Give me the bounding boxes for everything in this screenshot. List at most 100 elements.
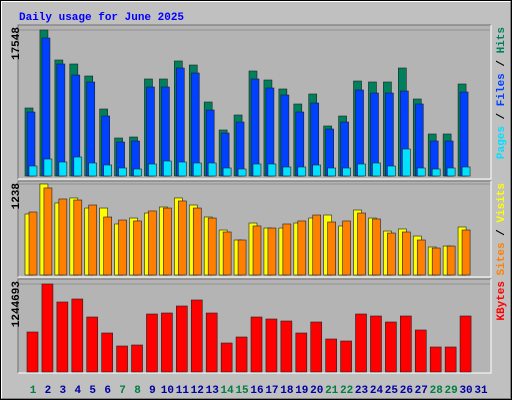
legend: Pages / Files / Hits	[496, 27, 508, 159]
x-tick-label: 9	[149, 385, 156, 397]
bar	[414, 329, 427, 373]
bar	[71, 298, 84, 373]
x-tick-label: 6	[104, 385, 111, 397]
bar	[402, 148, 411, 177]
bar	[387, 232, 396, 276]
x-tick-label: 26	[400, 385, 413, 397]
bar	[267, 163, 277, 177]
legend: Sites / Visits	[496, 183, 508, 275]
bar	[385, 321, 397, 373]
panel-bevel	[18, 25, 492, 180]
panel-bevel	[17, 278, 491, 373]
bar	[163, 207, 172, 276]
bar	[178, 200, 187, 276]
bar	[459, 91, 469, 177]
bar	[28, 211, 38, 276]
x-tick-label: 23	[355, 385, 369, 397]
bar	[41, 283, 54, 373]
x-tick-label: 19	[295, 385, 308, 397]
bar	[176, 305, 188, 373]
bar	[312, 164, 322, 177]
bar	[207, 162, 217, 177]
bar	[459, 315, 472, 373]
bar	[220, 342, 233, 373]
bar	[267, 227, 277, 276]
bar	[116, 345, 128, 373]
bar	[192, 162, 202, 177]
x-tick-label: 28	[430, 385, 444, 397]
chart-title: Daily usage for June 2025	[19, 12, 184, 24]
bar	[327, 221, 336, 276]
bar	[402, 231, 411, 276]
bar	[280, 94, 290, 177]
bar	[58, 198, 68, 276]
bar	[265, 318, 278, 373]
bar	[43, 187, 53, 276]
bar	[431, 168, 441, 177]
bar	[342, 167, 351, 177]
bar	[446, 167, 456, 177]
bar	[148, 210, 157, 276]
bar	[355, 89, 364, 177]
bar	[118, 219, 127, 276]
bar	[372, 218, 381, 276]
x-tick-label: 18	[280, 385, 294, 397]
bar	[416, 239, 426, 276]
bar	[310, 321, 323, 373]
bar	[370, 315, 382, 373]
legend-entry: Visits	[496, 183, 508, 223]
bar	[252, 225, 262, 276]
bar	[280, 320, 293, 373]
bar	[342, 220, 351, 276]
bar	[327, 167, 336, 177]
panel-bevel	[17, 180, 491, 277]
bar	[297, 220, 307, 276]
bar	[340, 340, 352, 373]
x-tick-label: 2	[45, 385, 52, 397]
legend-entry: Sites	[496, 242, 508, 275]
bar	[282, 166, 292, 177]
bar	[192, 207, 202, 276]
bar	[41, 37, 51, 177]
bar	[161, 312, 173, 373]
x-tick-label: 13	[206, 385, 220, 397]
panel-bevel	[18, 181, 492, 278]
bar	[295, 111, 305, 177]
bar	[282, 223, 292, 276]
bar	[250, 78, 260, 177]
bar	[446, 245, 456, 276]
bar	[103, 164, 112, 177]
x-tick-label: 20	[310, 385, 323, 397]
legend: KBytes	[496, 281, 508, 321]
bar	[190, 299, 203, 373]
bar	[235, 336, 248, 373]
x-tick-label: 21	[325, 385, 339, 397]
bar	[101, 332, 113, 373]
x-tick-label: 8	[134, 385, 141, 397]
bar	[133, 168, 142, 177]
bar	[265, 87, 275, 177]
x-tick-label: 30	[459, 385, 472, 397]
bar	[86, 316, 99, 373]
bar	[387, 165, 396, 177]
bar	[237, 168, 247, 177]
bar	[73, 199, 83, 276]
bar	[190, 72, 200, 177]
bar	[461, 166, 471, 177]
bar	[73, 156, 83, 177]
x-tick-label: 27	[415, 385, 428, 397]
bar	[222, 231, 232, 276]
x-tick-label: 4	[74, 385, 81, 397]
bar	[416, 167, 426, 177]
bar	[207, 217, 217, 276]
x-tick-label: 31	[474, 385, 488, 397]
bar	[429, 346, 442, 373]
bar	[118, 167, 127, 177]
legend-separator: /	[496, 106, 508, 126]
x-tick-label: 5	[89, 385, 96, 397]
bar	[237, 239, 247, 276]
bar	[325, 338, 337, 373]
bar	[131, 344, 143, 373]
